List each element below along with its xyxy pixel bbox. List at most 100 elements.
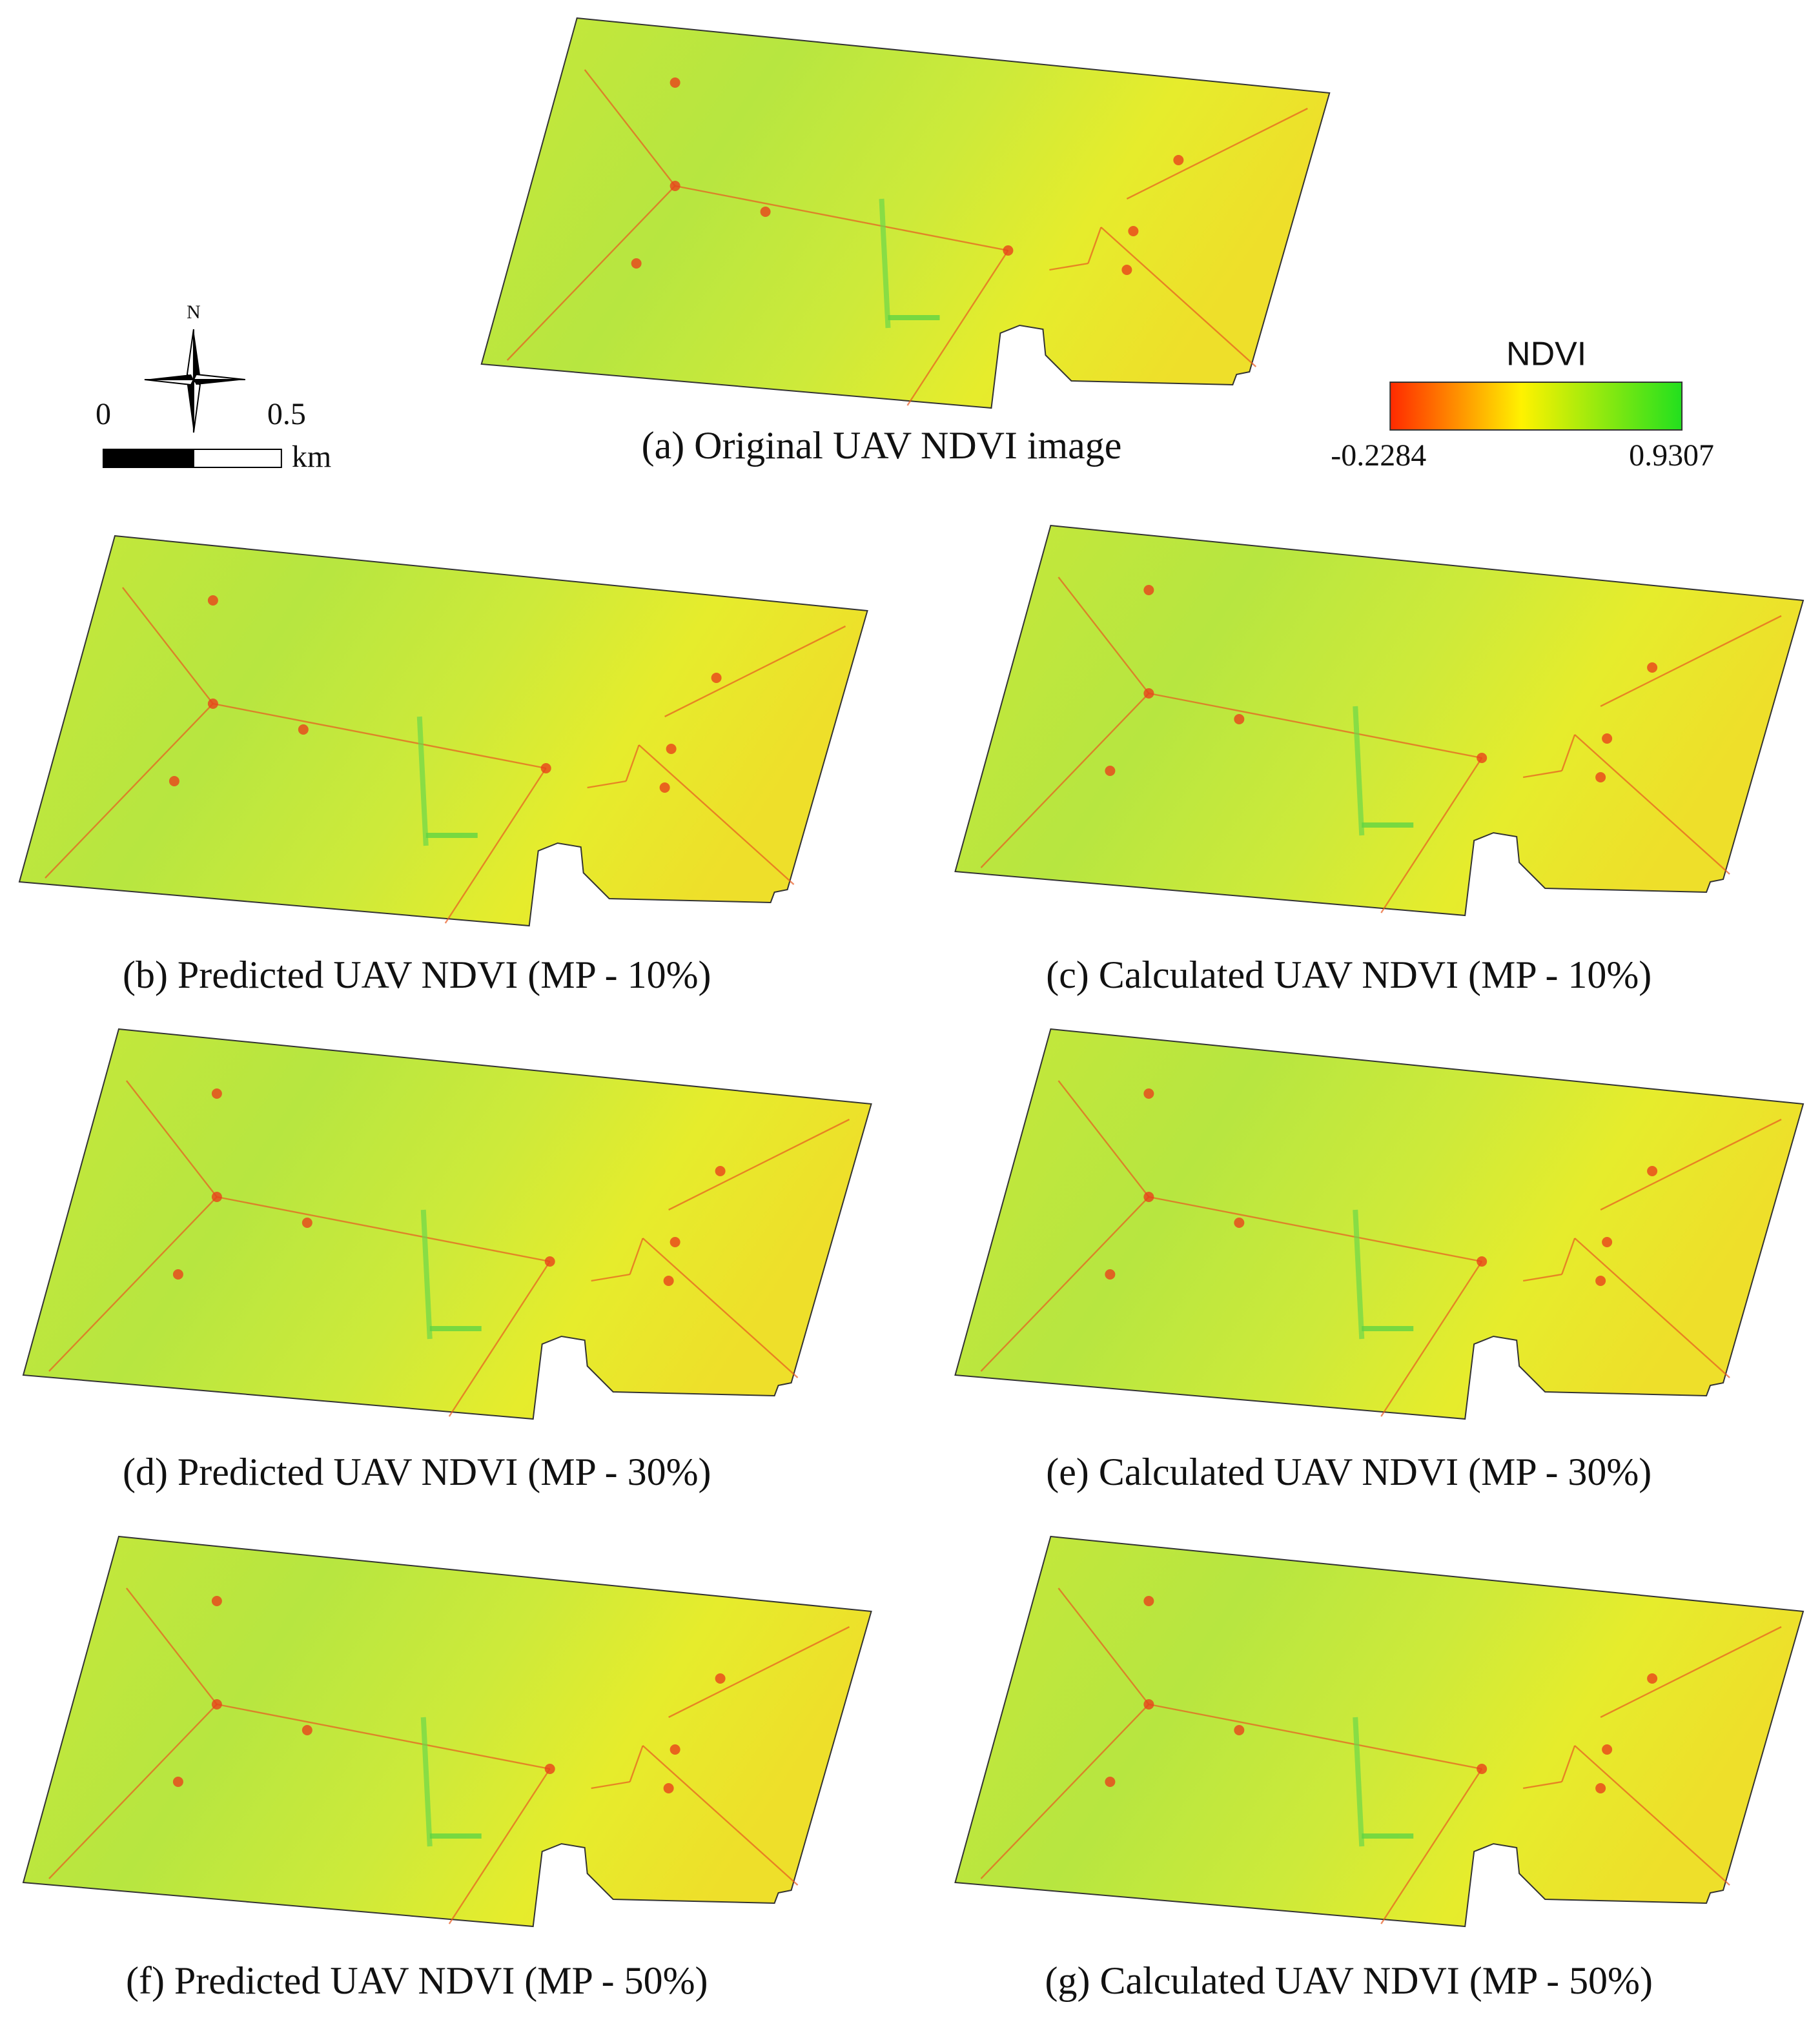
- hotspot: [1121, 265, 1132, 275]
- hotspot: [544, 1764, 555, 1774]
- hotspot: [670, 77, 680, 88]
- hotspot: [211, 1699, 222, 1710]
- hotspot: [1647, 1673, 1658, 1684]
- linear-feature: [1149, 1703, 1482, 1770]
- linear-feature: [642, 1745, 799, 1886]
- linear-feature: [1522, 1273, 1562, 1282]
- hotspot: [544, 1256, 555, 1267]
- linear-feature: [664, 625, 846, 718]
- linear-feature: [216, 1703, 550, 1770]
- hotspot: [302, 1725, 312, 1735]
- hotspot: [1143, 585, 1154, 595]
- linear-feature: [1574, 1238, 1730, 1378]
- hotspot: [1477, 1764, 1488, 1774]
- panel-caption: (c) Calculated UAV NDVI (MP - 10%): [1046, 954, 1651, 996]
- scale-end: 0.5: [267, 397, 306, 431]
- hotspot: [298, 724, 309, 735]
- linear-feature: [506, 185, 676, 361]
- green-strip: [1362, 822, 1414, 828]
- hotspot: [631, 258, 642, 269]
- linear-feature: [980, 693, 1150, 868]
- map-panel: [954, 1535, 1805, 1928]
- scale-start: 0: [96, 397, 111, 431]
- linear-feature: [980, 1704, 1150, 1879]
- linear-feature: [1058, 1587, 1150, 1705]
- hotspot: [715, 1166, 726, 1176]
- linear-feature: [675, 185, 1008, 252]
- hotspot: [1143, 1699, 1154, 1710]
- map-panel: [480, 17, 1331, 409]
- ndvi-map: [18, 535, 868, 927]
- hotspot: [670, 1744, 680, 1755]
- legend-max: 0.9307: [1629, 438, 1714, 473]
- panel-caption: (e) Calculated UAV NDVI (MP - 30%): [1046, 1451, 1651, 1493]
- north-label: N: [187, 301, 201, 323]
- linear-feature: [629, 1238, 644, 1275]
- green-strip: [425, 833, 478, 838]
- linear-feature: [1058, 1080, 1150, 1198]
- map-panel: [954, 1028, 1805, 1420]
- linear-feature: [420, 1209, 433, 1340]
- hotspot: [1477, 1256, 1488, 1267]
- ndvi-map: [480, 17, 1331, 409]
- hotspot: [1602, 733, 1613, 744]
- ndvi-map: [22, 1028, 872, 1420]
- north-arrow: N: [144, 301, 245, 433]
- linear-feature: [1149, 692, 1482, 759]
- ndvi-map: [22, 1535, 872, 1928]
- green-strip: [1362, 1833, 1414, 1839]
- linear-feature: [1600, 615, 1782, 708]
- linear-feature: [1561, 734, 1576, 771]
- linear-feature: [45, 703, 214, 879]
- map-panel: [18, 535, 868, 927]
- hotspot: [207, 595, 218, 606]
- scale-unit: km: [292, 440, 331, 474]
- hotspot: [1173, 155, 1184, 165]
- ndvi-map: [954, 1028, 1805, 1420]
- map-panel: [22, 1535, 872, 1928]
- scale-bar: 0 0.5 km: [96, 397, 331, 474]
- linear-feature: [212, 702, 546, 770]
- linear-feature: [125, 1080, 218, 1198]
- linear-feature: [1600, 1118, 1782, 1211]
- linear-feature: [642, 1238, 799, 1378]
- linear-feature: [1126, 107, 1308, 200]
- legend: NDVI -0.2284 0.9307: [1331, 336, 1714, 473]
- linear-feature: [1353, 706, 1365, 836]
- legend-min: -0.2284: [1331, 438, 1426, 473]
- linear-feature: [1561, 1745, 1576, 1782]
- linear-feature: [879, 198, 891, 329]
- linear-feature: [587, 780, 626, 789]
- ndvi-map: [954, 1535, 1805, 1928]
- green-strip: [1362, 1326, 1414, 1331]
- linear-feature: [420, 1717, 433, 1847]
- linear-feature: [1087, 227, 1102, 264]
- linear-feature: [448, 1768, 551, 1924]
- hotspot: [1602, 1237, 1613, 1247]
- hotspot: [1143, 1192, 1154, 1202]
- hotspot: [1143, 1088, 1154, 1099]
- linear-feature: [1049, 262, 1089, 271]
- hotspot: [1143, 1596, 1154, 1606]
- hotspot: [1647, 662, 1658, 673]
- hotspot: [1234, 1218, 1245, 1228]
- hotspot: [1003, 245, 1014, 256]
- map-panels: (a) Original UAV NDVI image (b) Predicted…: [18, 17, 1805, 2002]
- linear-feature: [216, 1196, 550, 1263]
- linear-feature: [1380, 1768, 1483, 1924]
- linear-feature: [591, 1781, 630, 1790]
- legend-title: NDVI: [1506, 336, 1586, 373]
- hotspot: [211, 1192, 222, 1202]
- hotspot: [1477, 753, 1488, 763]
- panel-caption: (b) Predicted UAV NDVI (MP - 10%): [123, 954, 711, 996]
- linear-feature: [668, 1626, 850, 1719]
- linear-feature: [1353, 1717, 1365, 1847]
- hotspot: [1234, 1725, 1245, 1735]
- green-strip: [429, 1833, 482, 1839]
- linear-feature: [1058, 577, 1150, 694]
- linear-feature: [980, 1196, 1150, 1372]
- hotspot: [207, 699, 218, 709]
- linear-feature: [448, 1261, 551, 1417]
- hotspot: [1647, 1166, 1658, 1176]
